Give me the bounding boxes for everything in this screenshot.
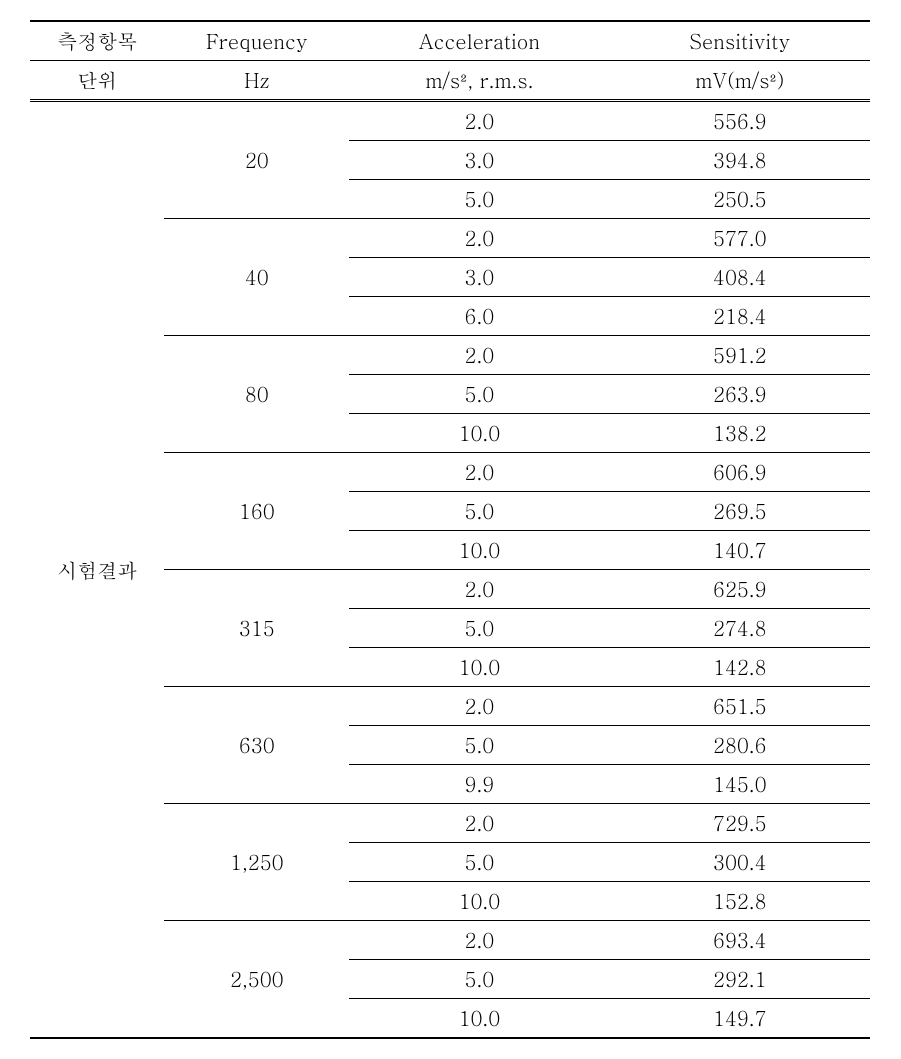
sens-cell: 152.8: [610, 882, 870, 921]
acc-cell: 10.0: [349, 648, 609, 687]
header-col2_row1: Frequency: [164, 21, 349, 61]
acc-cell: 3.0: [349, 258, 609, 297]
sens-cell: 408.4: [610, 258, 870, 297]
header-col2_row2: Hz: [164, 61, 349, 101]
header-col1_row1: 측정항목: [30, 21, 164, 61]
freq-cell: 20: [164, 101, 349, 219]
acc-cell: 5.0: [349, 375, 609, 414]
sens-cell: 142.8: [610, 648, 870, 687]
sens-cell: 606.9: [610, 453, 870, 492]
acc-cell: 10.0: [349, 999, 609, 1039]
header-col4_row2: mV(m/s²): [610, 61, 870, 101]
freq-cell: 2,500: [164, 921, 349, 1039]
sens-cell: 145.0: [610, 765, 870, 804]
sens-cell: 140.7: [610, 531, 870, 570]
sensitivity-table: 측정항목FrequencyAccelerationSensitivity 단위Hz…: [30, 20, 870, 1039]
header-col1_row2: 단위: [30, 61, 164, 101]
acc-cell: 10.0: [349, 531, 609, 570]
acc-cell: 6.0: [349, 297, 609, 336]
acc-cell: 5.0: [349, 492, 609, 531]
acc-cell: 5.0: [349, 843, 609, 882]
sens-cell: 280.6: [610, 726, 870, 765]
acc-cell: 10.0: [349, 414, 609, 453]
sens-cell: 138.2: [610, 414, 870, 453]
sens-cell: 300.4: [610, 843, 870, 882]
acc-cell: 2.0: [349, 101, 609, 141]
sens-cell: 625.9: [610, 570, 870, 609]
sens-cell: 274.8: [610, 609, 870, 648]
acc-cell: 2.0: [349, 570, 609, 609]
sens-cell: 729.5: [610, 804, 870, 843]
sens-cell: 250.5: [610, 180, 870, 219]
sens-cell: 394.8: [610, 141, 870, 180]
acc-cell: 2.0: [349, 687, 609, 726]
sens-cell: 556.9: [610, 101, 870, 141]
freq-cell: 315: [164, 570, 349, 687]
sens-cell: 269.5: [610, 492, 870, 531]
freq-cell: 40: [164, 219, 349, 336]
acc-cell: 3.0: [349, 141, 609, 180]
acc-cell: 2.0: [349, 804, 609, 843]
acc-cell: 5.0: [349, 609, 609, 648]
sens-cell: 651.5: [610, 687, 870, 726]
acc-cell: 2.0: [349, 921, 609, 960]
header-col3_row2: m/s², r.m.s.: [349, 61, 609, 101]
sens-cell: 577.0: [610, 219, 870, 258]
sens-cell: 149.7: [610, 999, 870, 1039]
sens-cell: 263.9: [610, 375, 870, 414]
header-col3_row1: Acceleration: [349, 21, 609, 61]
sens-cell: 218.4: [610, 297, 870, 336]
acc-cell: 2.0: [349, 219, 609, 258]
freq-cell: 160: [164, 453, 349, 570]
acc-cell: 2.0: [349, 453, 609, 492]
acc-cell: 5.0: [349, 960, 609, 999]
acc-cell: 10.0: [349, 882, 609, 921]
freq-cell: 80: [164, 336, 349, 453]
sens-cell: 693.4: [610, 921, 870, 960]
sens-cell: 591.2: [610, 336, 870, 375]
acc-cell: 5.0: [349, 180, 609, 219]
freq-cell: 1,250: [164, 804, 349, 921]
sens-cell: 292.1: [610, 960, 870, 999]
acc-cell: 2.0: [349, 336, 609, 375]
freq-cell: 630: [164, 687, 349, 804]
header-col4_row1: Sensitivity: [610, 21, 870, 61]
row-label: 시험결과: [30, 101, 164, 1039]
acc-cell: 5.0: [349, 726, 609, 765]
acc-cell: 9.9: [349, 765, 609, 804]
